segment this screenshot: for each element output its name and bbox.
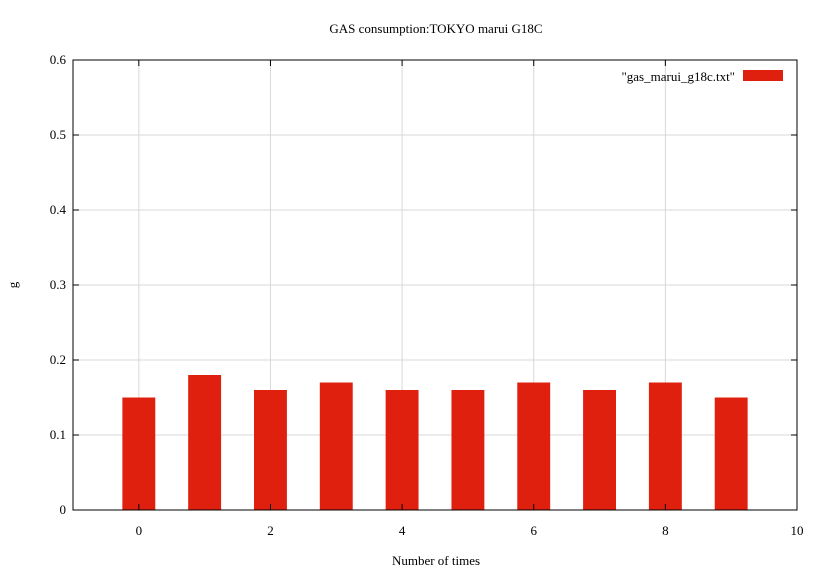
x-tick-label: 10	[791, 523, 804, 538]
y-tick-label: 0.3	[50, 277, 66, 292]
y-tick-label: 0.2	[50, 352, 66, 367]
bar	[188, 375, 222, 510]
legend-swatch	[743, 70, 783, 81]
y-tick-label: 0.1	[50, 427, 66, 442]
ticks: 0 2 4 6 8 10 0 0.1 0.2 0.3 0.4 0.5 0.6	[50, 52, 804, 538]
y-tick-label: 0	[60, 502, 67, 517]
chart-title: GAS consumption:TOKYO marui G18C	[329, 21, 542, 36]
legend: "gas_marui_g18c.txt"	[621, 69, 783, 84]
x-tick-label: 0	[136, 523, 143, 538]
x-tick-label: 6	[530, 523, 537, 538]
bar	[385, 390, 419, 510]
bar	[714, 397, 748, 510]
bar	[319, 382, 353, 510]
x-tick-label: 4	[399, 523, 406, 538]
legend-label: "gas_marui_g18c.txt"	[621, 69, 735, 84]
x-axis-label: Number of times	[392, 553, 480, 568]
bar	[254, 390, 287, 510]
y-tick-label: 0.5	[50, 127, 66, 142]
bar	[517, 382, 551, 510]
y-tick-label: 0.4	[50, 202, 67, 217]
bars	[122, 375, 748, 510]
bar	[451, 390, 485, 510]
y-axis-label: g	[5, 281, 20, 288]
y-tick-label: 0.6	[50, 52, 67, 67]
bar	[648, 382, 682, 510]
x-tick-label: 2	[267, 523, 274, 538]
bar	[583, 390, 616, 510]
x-tick-label: 8	[662, 523, 669, 538]
grid	[73, 60, 797, 510]
bar	[122, 397, 156, 510]
